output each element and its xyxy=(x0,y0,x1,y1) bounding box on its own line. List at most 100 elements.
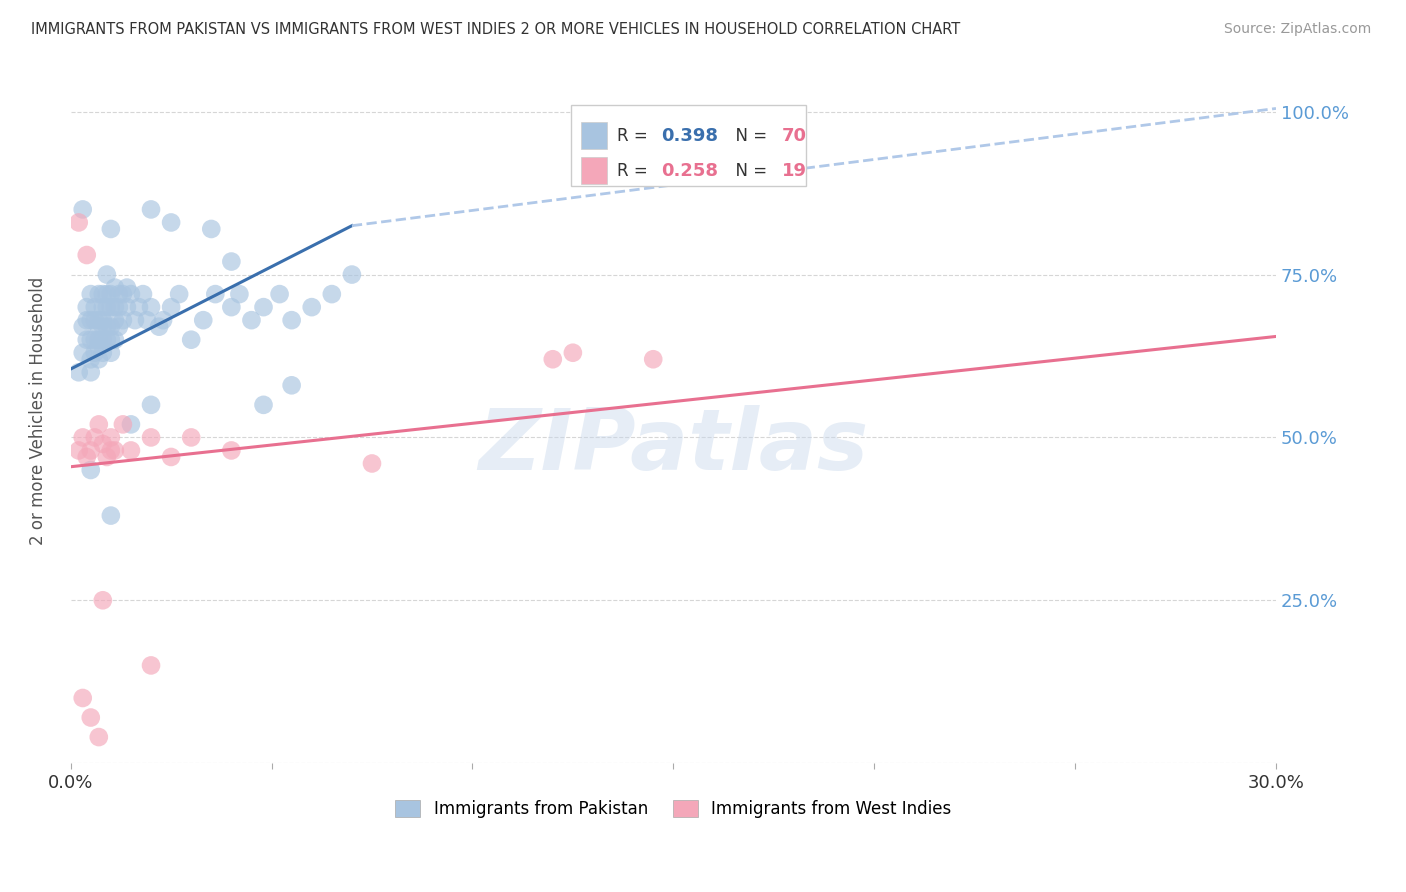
Point xyxy=(100,430,122,444)
Point xyxy=(91,287,114,301)
Point xyxy=(321,287,343,301)
Point xyxy=(96,333,118,347)
Point xyxy=(83,430,105,444)
Point xyxy=(139,658,162,673)
Point xyxy=(240,313,263,327)
Point xyxy=(96,287,118,301)
Point xyxy=(108,319,131,334)
Point xyxy=(108,287,131,301)
Point xyxy=(111,313,134,327)
Point xyxy=(160,450,183,464)
Point xyxy=(252,398,274,412)
Point xyxy=(160,300,183,314)
Point xyxy=(228,287,250,301)
Point xyxy=(104,443,127,458)
Point xyxy=(104,280,127,294)
Point xyxy=(87,730,110,744)
Point xyxy=(72,202,94,217)
Point xyxy=(252,300,274,314)
Point xyxy=(76,300,98,314)
Point xyxy=(76,313,98,327)
Point xyxy=(100,508,122,523)
Point xyxy=(91,319,114,334)
Point xyxy=(124,313,146,327)
Point xyxy=(96,268,118,282)
Point xyxy=(221,443,243,458)
Point xyxy=(111,287,134,301)
Text: N =: N = xyxy=(725,127,772,145)
Text: R =: R = xyxy=(617,161,652,180)
Point xyxy=(87,313,110,327)
Point xyxy=(111,417,134,432)
Point xyxy=(100,287,122,301)
Point xyxy=(87,417,110,432)
Point xyxy=(221,300,243,314)
Point xyxy=(91,313,114,327)
Point xyxy=(80,287,103,301)
Point xyxy=(91,333,114,347)
Point xyxy=(87,339,110,353)
Point xyxy=(87,287,110,301)
Point xyxy=(80,710,103,724)
Point xyxy=(100,319,122,334)
Point xyxy=(76,248,98,262)
Point xyxy=(100,345,122,359)
Point xyxy=(91,300,114,314)
Point xyxy=(83,300,105,314)
Point xyxy=(132,287,155,301)
Point xyxy=(80,365,103,379)
Text: 70: 70 xyxy=(782,127,807,145)
Point xyxy=(104,313,127,327)
Text: IMMIGRANTS FROM PAKISTAN VS IMMIGRANTS FROM WEST INDIES 2 OR MORE VEHICLES IN HO: IMMIGRANTS FROM PAKISTAN VS IMMIGRANTS F… xyxy=(31,22,960,37)
Point xyxy=(67,215,90,229)
Text: 0.258: 0.258 xyxy=(661,161,718,180)
Point xyxy=(221,254,243,268)
Point xyxy=(541,352,564,367)
Point xyxy=(139,430,162,444)
Point xyxy=(91,345,114,359)
Point xyxy=(72,319,94,334)
Point xyxy=(139,202,162,217)
Text: N =: N = xyxy=(725,161,772,180)
Text: 0.398: 0.398 xyxy=(661,127,718,145)
Point xyxy=(76,450,98,464)
Point xyxy=(120,287,142,301)
Point xyxy=(115,300,138,314)
Point xyxy=(120,443,142,458)
FancyBboxPatch shape xyxy=(581,122,607,149)
Y-axis label: 2 or more Vehicles in Household: 2 or more Vehicles in Household xyxy=(30,277,46,546)
Point xyxy=(87,319,110,334)
Point xyxy=(76,333,98,347)
Point xyxy=(269,287,291,301)
Point xyxy=(120,417,142,432)
Point xyxy=(67,365,90,379)
Point xyxy=(87,333,110,347)
Point xyxy=(100,333,122,347)
Point xyxy=(136,313,159,327)
Point xyxy=(100,443,122,458)
Point xyxy=(104,300,127,314)
Point xyxy=(193,313,215,327)
Point xyxy=(128,300,150,314)
FancyBboxPatch shape xyxy=(581,157,607,184)
Point xyxy=(160,215,183,229)
Point xyxy=(91,593,114,607)
Point xyxy=(139,398,162,412)
Point xyxy=(96,319,118,334)
Point xyxy=(167,287,190,301)
Point xyxy=(72,430,94,444)
Legend: Immigrants from Pakistan, Immigrants from West Indies: Immigrants from Pakistan, Immigrants fro… xyxy=(388,794,957,825)
Point xyxy=(180,333,202,347)
Point xyxy=(200,222,222,236)
Point xyxy=(80,333,103,347)
Point xyxy=(301,300,323,314)
FancyBboxPatch shape xyxy=(571,105,806,186)
Text: ZIPatlas: ZIPatlas xyxy=(478,405,869,488)
Point xyxy=(80,463,103,477)
Point xyxy=(204,287,226,301)
Text: 19: 19 xyxy=(782,161,807,180)
Point xyxy=(180,430,202,444)
Point xyxy=(83,333,105,347)
Point xyxy=(280,313,302,327)
Point xyxy=(340,268,363,282)
